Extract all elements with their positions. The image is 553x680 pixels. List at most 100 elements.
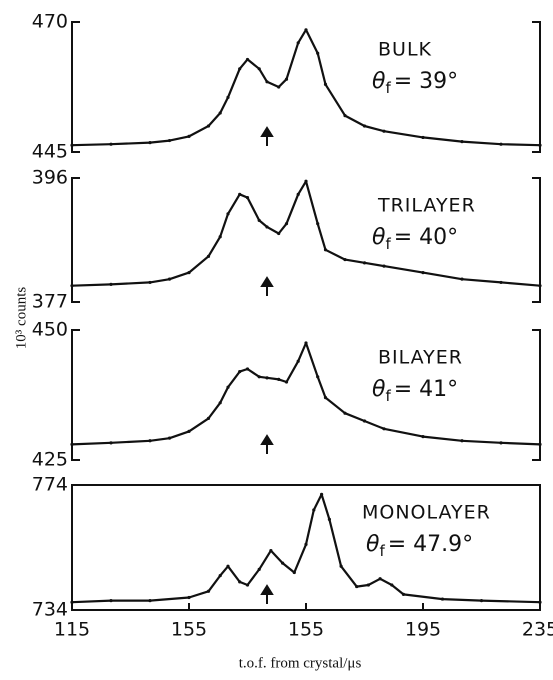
y-tick-label: 445 (32, 141, 68, 163)
data-point (312, 508, 316, 512)
data-point (355, 584, 359, 589)
fit-line (71, 28, 541, 147)
left-axis (71, 329, 80, 461)
theta-subscript: f (385, 387, 391, 405)
data-point (421, 435, 425, 439)
data-point (277, 231, 281, 236)
data-point (277, 85, 281, 89)
data-point (167, 277, 172, 281)
theta-subscript: f (385, 79, 391, 97)
data-point (269, 549, 273, 553)
left-axis (71, 21, 80, 153)
data-point (206, 589, 211, 593)
data-point (499, 441, 503, 445)
right-axis (532, 21, 541, 153)
arrow (260, 584, 274, 604)
data-point (187, 429, 191, 433)
data-point (148, 599, 152, 603)
data-point (460, 439, 464, 443)
panel-label: BULK (378, 39, 432, 61)
data-point (460, 277, 464, 281)
data-point (390, 583, 394, 587)
data-point (499, 142, 503, 146)
data-point (148, 280, 152, 285)
panel-annotation: θf = 41° (372, 377, 458, 405)
data-point (382, 129, 386, 133)
data-point (296, 359, 300, 363)
data-point (499, 280, 503, 285)
data-point (238, 192, 242, 196)
y-tick-label: 377 (32, 291, 68, 313)
data-point (362, 419, 367, 423)
left-axis (71, 177, 80, 303)
data-point (323, 396, 328, 400)
data-point (238, 67, 242, 71)
theta-value: = 39° (394, 69, 458, 94)
x-axis-label: t.o.f. from crystal/μs (239, 655, 362, 671)
data-point (538, 284, 542, 288)
theta-value: = 47.9° (388, 532, 473, 557)
data-point (218, 111, 222, 115)
data-point (284, 77, 289, 81)
y-tick-label: 470 (32, 11, 68, 33)
x-tick-label: 155 (171, 619, 207, 641)
data-point (226, 385, 230, 389)
data-point (339, 564, 343, 568)
data-point (343, 411, 347, 415)
data-point (292, 570, 296, 575)
arrow (260, 126, 274, 146)
data-point (323, 82, 328, 86)
data-point (257, 567, 261, 571)
data-point (382, 427, 386, 431)
data-point (206, 124, 211, 128)
data-point (304, 179, 308, 183)
data-point (167, 436, 172, 440)
y-axis-label: 10³ counts (13, 287, 29, 350)
theta-subscript: f (385, 235, 391, 253)
data-point (148, 439, 152, 443)
panel-annotation: θf = 39° (372, 69, 458, 97)
data-point (343, 114, 347, 118)
data-point (277, 377, 281, 381)
data-point (245, 57, 250, 62)
data-point (206, 254, 211, 258)
data-point (327, 517, 331, 521)
data-point (421, 135, 425, 140)
data-point (70, 600, 74, 604)
data-point (245, 583, 250, 587)
data-point (226, 95, 230, 99)
data-point (401, 592, 406, 596)
data-point (362, 124, 367, 128)
data-point (316, 51, 320, 55)
theta-symbol: θ (366, 532, 380, 557)
data-point (538, 442, 542, 446)
panel-label: TRILAYER (377, 195, 476, 217)
data-point (362, 261, 367, 265)
data-point (109, 441, 113, 445)
theta-subscript: f (379, 542, 385, 560)
right-axis (532, 177, 541, 303)
data-point (265, 376, 269, 380)
data-point (366, 583, 370, 587)
data-point (343, 257, 347, 262)
panel-label: MONOLAYER (362, 502, 491, 524)
data-point (187, 271, 191, 275)
x-tick-label: 115 (54, 619, 90, 641)
data-point (538, 600, 542, 604)
data-point (320, 492, 324, 496)
data-point (187, 134, 191, 138)
data-point (440, 597, 445, 601)
data-point (304, 542, 308, 546)
data-point (245, 195, 250, 200)
data-point (70, 442, 74, 446)
data-point (281, 561, 285, 565)
data-point (245, 367, 250, 371)
data-point (265, 80, 269, 84)
data-point (238, 370, 242, 374)
data-point (296, 192, 300, 196)
fit-line (71, 341, 541, 446)
data-point (538, 143, 542, 147)
data-point (257, 375, 261, 379)
